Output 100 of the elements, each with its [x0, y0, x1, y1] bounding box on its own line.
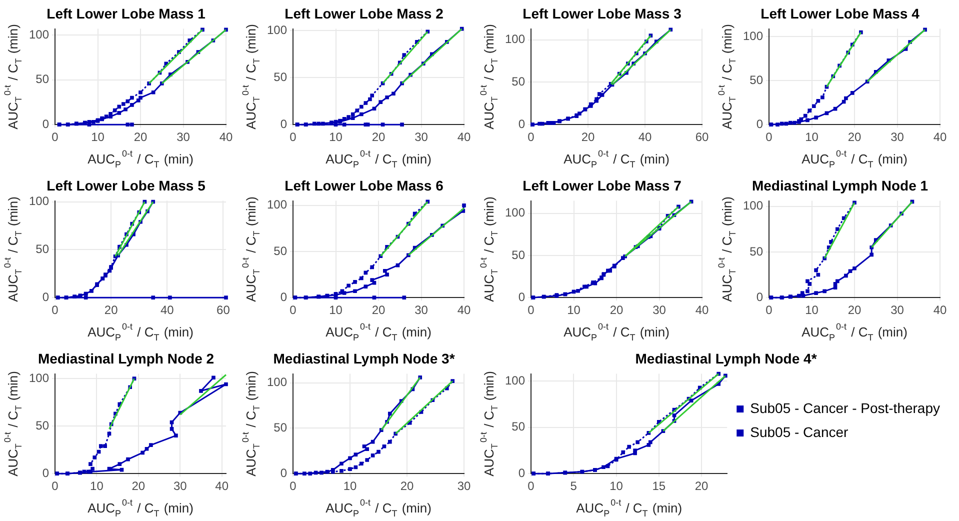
- x-tick-label: 40: [638, 130, 652, 144]
- x-tick-label: 0: [528, 130, 535, 144]
- y-tick-label: 50: [512, 420, 526, 434]
- chart-title: Mediastinal Lymph Node 2: [38, 350, 214, 366]
- x-tick-label: 20: [610, 303, 624, 318]
- x-tick-label: 40: [933, 130, 947, 144]
- x-tick-label: 60: [695, 130, 709, 144]
- x-tick-label: 20: [372, 303, 386, 318]
- x-tick-label: 10: [343, 479, 358, 494]
- y-tick-label: 100: [504, 374, 526, 388]
- y-axis-title: AUCT0-t / CT (min): [2, 371, 24, 476]
- chart-title: Mediastinal Lymph Node 1: [752, 177, 928, 194]
- x-tick-label: 30: [652, 303, 666, 318]
- x-tick-label: 10: [90, 479, 104, 494]
- y-tick-label: 50: [274, 244, 288, 258]
- y-tick-label: 100: [742, 29, 764, 44]
- x-tick-label: 30: [414, 130, 428, 144]
- x-tick-label: 40: [695, 303, 709, 318]
- chart-title: Left Lower Lobe Mass 7: [522, 177, 682, 194]
- y-tick-label: 100: [266, 198, 288, 212]
- x-tick-label: 30: [890, 303, 904, 318]
- x-tick-label: 30: [414, 303, 428, 318]
- y-tick-label: 50: [36, 72, 50, 86]
- y-tick-label: 100: [742, 198, 764, 213]
- y-tick-label: 0: [756, 290, 764, 304]
- y-axis-title: AUCT0-t / CT (min): [2, 196, 24, 302]
- y-tick-label: 100: [504, 206, 526, 220]
- x-tick-label: 40: [457, 130, 471, 144]
- y-axis-title: AUCT0-t / CT (min): [2, 24, 24, 130]
- y-tick-label: 100: [28, 194, 50, 208]
- x-tick-label: 30: [176, 130, 190, 144]
- x-tick-label: 30: [457, 479, 471, 494]
- y-axis-title: AUCT0-t / CT (min): [478, 196, 500, 302]
- chart-title: Mediastinal Lymph Node 3*: [273, 350, 456, 366]
- x-tick-label: 20: [400, 479, 414, 494]
- x-tick-label: 10: [567, 303, 581, 318]
- y-axis-title: AUCT0-t / CT (min): [240, 24, 262, 130]
- x-tick-label: 0: [766, 303, 773, 318]
- x-tick-label: 20: [694, 479, 709, 494]
- x-tick-label: 0: [528, 303, 535, 318]
- y-axis-title: AUCT0-t / CT (min): [478, 371, 500, 476]
- y-tick-label: 100: [28, 370, 50, 385]
- y-tick-label: 0: [280, 290, 288, 304]
- x-tick-label: 20: [848, 130, 862, 144]
- y-tick-label: 0: [280, 116, 288, 131]
- y-tick-label: 50: [750, 72, 764, 87]
- y-tick-label: 0: [518, 290, 526, 304]
- chart-title: Left Lower Lobe Mass 1: [46, 5, 206, 22]
- y-tick-label: 100: [504, 32, 526, 46]
- y-tick-label: 0: [42, 466, 50, 480]
- y-tick-label: 50: [512, 248, 526, 262]
- y-axis-title: AUCT0-t / CT (min): [240, 196, 262, 302]
- x-tick-label: 40: [933, 303, 947, 318]
- y-axis-title: AUCT0-t / CT (min): [716, 24, 738, 130]
- x-tick-label: 20: [132, 479, 146, 494]
- y-tick-label: 50: [36, 242, 50, 256]
- x-tick-label: 0: [52, 479, 59, 494]
- chart-title: Left Lower Lobe Mass 5: [46, 177, 206, 194]
- y-tick-label: 50: [512, 74, 526, 89]
- y-tick-label: 50: [750, 244, 764, 258]
- x-tick-label: 5: [570, 479, 578, 494]
- x-tick-label: 40: [219, 130, 233, 144]
- chart-title: Left Lower Lobe Mass 6: [284, 177, 444, 194]
- y-tick-label: 100: [266, 375, 288, 390]
- x-tick-label: 10: [329, 130, 343, 144]
- x-tick-label: 0: [52, 303, 59, 318]
- x-tick-label: 0: [528, 479, 535, 494]
- x-tick-label: 20: [581, 130, 596, 144]
- x-tick-label: 60: [216, 303, 230, 318]
- x-tick-label: 20: [134, 130, 148, 144]
- y-tick-label: 0: [518, 116, 526, 131]
- y-tick-label: 50: [274, 70, 288, 84]
- y-axis-title: AUCT0-t / CT (min): [478, 24, 500, 130]
- x-tick-label: 40: [457, 303, 471, 318]
- y-axis-title: AUCT0-t / CT (min): [716, 196, 738, 302]
- y-tick-label: 0: [280, 466, 288, 480]
- y-tick-label: 0: [42, 116, 50, 131]
- x-tick-label: 30: [173, 479, 188, 494]
- chart-title: Left Lower Lobe Mass 3: [522, 5, 682, 22]
- x-tick-label: 0: [290, 479, 297, 494]
- chart-title: Left Lower Lobe Mass 4: [760, 5, 920, 22]
- x-tick-label: 15: [652, 479, 666, 494]
- legend-label: Sub05 - Cancer - Post-therapy: [750, 400, 940, 416]
- x-tick-label: 10: [91, 130, 105, 144]
- x-tick-label: 0: [52, 130, 59, 144]
- x-tick-label: 0: [766, 130, 773, 144]
- y-tick-label: 100: [266, 22, 288, 37]
- chart-title: Mediastinal Lymph Node 4*: [635, 350, 818, 366]
- x-tick-label: 0: [290, 303, 297, 318]
- y-tick-label: 0: [518, 466, 526, 480]
- x-tick-label: 20: [848, 303, 862, 318]
- legend-label: Sub05 - Cancer: [750, 424, 849, 440]
- x-tick-label: 10: [805, 303, 819, 318]
- x-tick-label: 10: [805, 130, 819, 144]
- y-tick-label: 100: [28, 27, 50, 42]
- y-axis-title: AUCT0-t / CT (min): [240, 371, 262, 476]
- x-tick-label: 10: [610, 479, 624, 494]
- x-tick-label: 30: [890, 130, 904, 144]
- y-tick-label: 50: [274, 420, 288, 435]
- y-tick-label: 0: [42, 290, 50, 304]
